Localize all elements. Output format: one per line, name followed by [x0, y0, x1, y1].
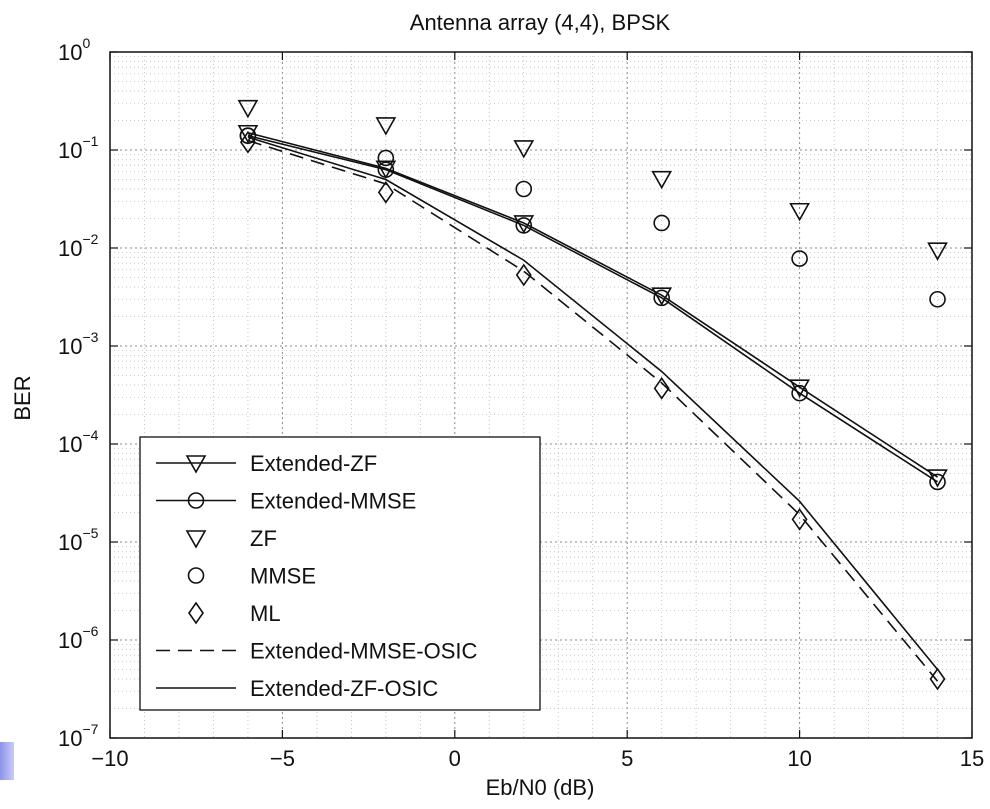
- data-point: [651, 170, 673, 190]
- x-tick-label: 0: [449, 746, 461, 771]
- data-point: [375, 117, 397, 136]
- data-point: [929, 473, 946, 491]
- series-extended-zf-osic: [247, 136, 939, 671]
- data-point: [185, 455, 207, 474]
- legend-label: Extended-ZF: [250, 451, 377, 476]
- data-point: [185, 530, 207, 549]
- legend-entry: Extended-MMSE-OSIC: [156, 639, 478, 664]
- data-point: [927, 469, 948, 488]
- legend-label: Extended-MMSE-OSIC: [250, 639, 478, 664]
- series-zf: [237, 99, 948, 261]
- legend-label: MMSE: [250, 564, 316, 589]
- y-tick-label: 10−1: [58, 133, 99, 163]
- legend-label: Extended-ZF-OSIC: [250, 676, 438, 701]
- data-point: [515, 217, 533, 234]
- data-point: [187, 492, 205, 509]
- y-tick-label: 100: [58, 35, 90, 65]
- x-tick-label: 5: [621, 746, 633, 771]
- legend-entry: MMSE: [187, 564, 316, 589]
- series-line: [247, 139, 939, 682]
- data-point: [187, 567, 205, 584]
- corner-accent: [0, 742, 14, 780]
- y-axis-label: BER: [10, 375, 35, 420]
- x-tick-label: −5: [270, 746, 295, 771]
- data-point: [927, 242, 948, 261]
- legend-label: ZF: [250, 526, 277, 551]
- data-point: [188, 601, 204, 625]
- data-point: [237, 124, 259, 144]
- y-tick-label: 10−4: [58, 427, 99, 457]
- y-tick-label: 10−3: [58, 329, 99, 359]
- series-mmse: [239, 127, 946, 308]
- data-point: [653, 214, 670, 232]
- data-point: [789, 202, 810, 222]
- data-point: [377, 180, 394, 204]
- data-point: [515, 263, 532, 287]
- legend-entry: ZF: [185, 526, 277, 551]
- series-extended-mmse-osic: [247, 139, 939, 682]
- y-tick-label: 10−2: [58, 231, 99, 261]
- legend: Extended-ZF Extended-MMSE ZF MMSE ML Extended…: [139, 436, 541, 711]
- data-point: [515, 180, 533, 198]
- x-tick-label: 10: [787, 746, 811, 771]
- data-point: [791, 384, 808, 402]
- data-point: [653, 289, 670, 307]
- x-axis-label: Eb/N0 (dB): [486, 775, 595, 800]
- data-point: [377, 161, 395, 178]
- legend-label: Extended-MMSE: [250, 489, 416, 514]
- data-point: [239, 127, 257, 144]
- legend-label: ML: [250, 601, 281, 626]
- x-tick-label: 15: [960, 746, 984, 771]
- chart-title: Antenna array (4,4), BPSK: [410, 10, 671, 35]
- legend-entry: Extended-ZF: [156, 451, 377, 476]
- data-point: [791, 250, 808, 267]
- legend-entry: ML: [188, 601, 281, 626]
- plot-frame: [109, 51, 973, 739]
- data-point: [237, 99, 259, 119]
- axes: −10 −5 0 5 10 1510010−110−210−310−410−510−610…: [58, 35, 984, 771]
- series-line: [247, 134, 938, 483]
- data-point: [929, 290, 946, 308]
- legend-entry: Extended-MMSE: [156, 489, 416, 514]
- legend-box: [139, 436, 541, 711]
- y-tick-label: 10−6: [58, 623, 99, 653]
- data-point: [377, 149, 395, 167]
- legend-entry: Extended-ZF-OSIC: [156, 676, 438, 701]
- y-tick-label: 10−5: [58, 525, 99, 555]
- series-line: [247, 131, 938, 478]
- data-point: [653, 376, 670, 400]
- x-tick-label: −10: [91, 746, 128, 771]
- series-line: [247, 136, 939, 671]
- series-layer: [237, 99, 948, 691]
- data-point: [513, 140, 535, 159]
- data-point: [791, 508, 808, 531]
